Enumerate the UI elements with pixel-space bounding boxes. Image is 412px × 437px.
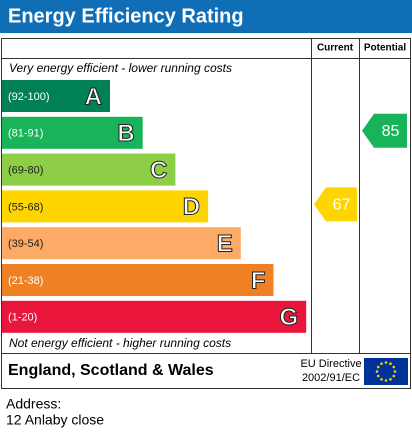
band-range: (69-80) [8,165,43,177]
col-current: Current [317,43,354,54]
flag-star [384,361,388,364]
band-letter: E [217,231,233,258]
band-letter: C [150,157,167,184]
flag-star [380,377,383,381]
title: Energy Efficiency Rating [8,5,244,27]
directive: 2002/91/EC [302,372,360,384]
bottom-note: Not energy efficient - higher running co… [9,336,231,350]
rating-arrow [362,113,407,148]
band-bar [2,227,241,260]
rating-value: 67 [333,197,351,214]
band-range: (21-38) [8,275,43,287]
title-bar [0,0,412,33]
band-letter: F [251,267,266,294]
band-bar [2,116,143,149]
top-note: Very energy efficient - lower running co… [9,61,232,75]
flag-star [384,379,388,382]
band-letter: G [280,304,299,331]
band-letter: B [117,120,134,147]
rating-arrow [314,187,357,222]
band-bar [2,300,307,333]
band-range: (81-91) [8,128,43,140]
frame [1,38,411,389]
band-letter: A [85,83,102,110]
band-range: (1-20) [8,312,37,324]
directive: EU Directive [300,358,361,370]
flag-star [380,362,383,366]
band-bar [2,190,209,223]
flag-star [389,362,392,366]
flag-star [375,370,379,373]
flag-star [392,374,396,378]
band-range: (39-54) [8,238,43,250]
flag-star [393,370,397,373]
band-bar [2,153,176,186]
band-range: (55-68) [8,201,43,213]
address-label: Address: [6,396,61,412]
flag-star [376,374,380,378]
col-potential: Potential [364,43,406,54]
rating-value: 85 [382,123,400,140]
region: England, Scotland & Wales [8,362,214,379]
band-letter: D [183,194,200,221]
flag-star [389,377,392,381]
address: 12 Anlaby close [6,412,104,428]
flag-star [392,365,396,369]
flag-star [376,365,380,369]
band-bar [2,264,274,296]
eu-flag [364,358,408,385]
band-range: (92-100) [8,91,50,103]
band-bar [2,80,110,112]
